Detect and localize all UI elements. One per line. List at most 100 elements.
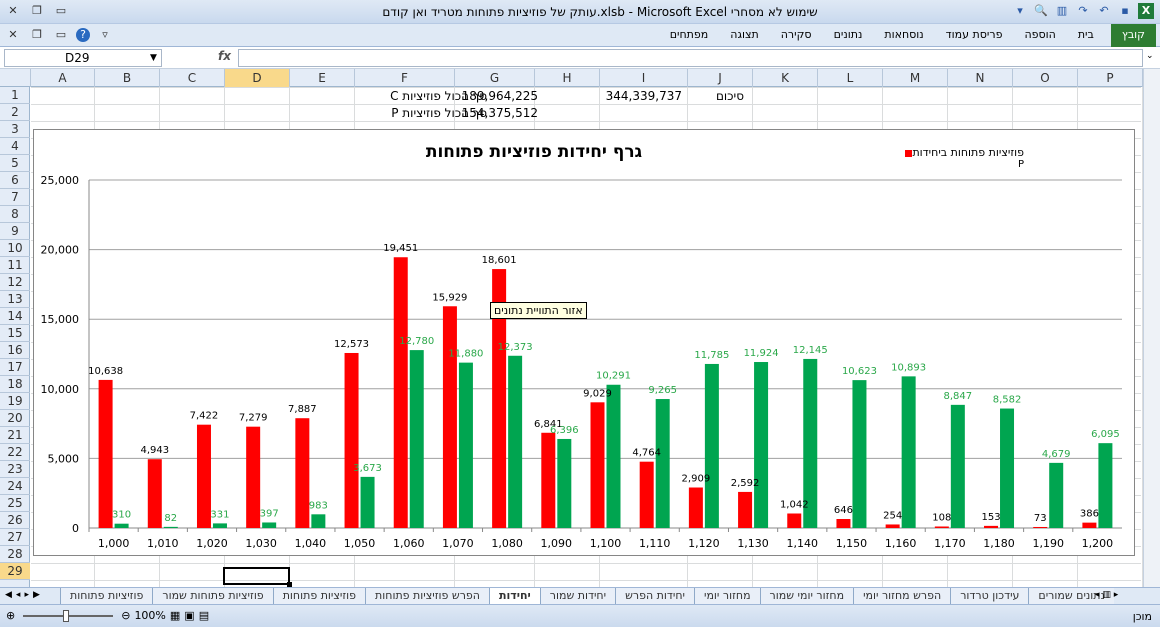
column-header-e[interactable]: E [290, 69, 355, 87]
column-header-g[interactable]: G [455, 69, 535, 87]
row-header-9[interactable]: 9 [0, 223, 30, 240]
chart-plot-area[interactable]: 0 5,000 10,000 15,000 20,000 25,000 10,638 310 1… [34, 130, 1134, 555]
row-header-16[interactable]: 16 [0, 342, 30, 359]
vertical-scrollbar[interactable] [1143, 69, 1160, 587]
ribbon-tab-2[interactable]: הוספה [1024, 28, 1056, 41]
insert-function-icon[interactable]: fx [218, 49, 231, 63]
name-box-dropdown-icon[interactable]: ▼ [150, 53, 157, 63]
row-header-1[interactable]: 1 [0, 87, 30, 104]
page-layout-view-icon[interactable]: ▣ [184, 609, 195, 622]
redo-icon[interactable]: ↷ [1078, 4, 1088, 17]
cell-f1[interactable]: סך הכול פוזיציות C [390, 89, 487, 103]
row-header-24[interactable]: 24 [0, 478, 30, 495]
ribbon-tab-4[interactable]: נוסחאות [884, 28, 924, 41]
minimize-workbook-icon[interactable]: ▭ [55, 28, 67, 41]
column-header-m[interactable]: M [883, 69, 948, 87]
horizontal-scroll-icon[interactable]: ◂ ▥ ▸ [1095, 590, 1119, 600]
column-header-c[interactable]: C [160, 69, 225, 87]
zoom-knob[interactable] [63, 609, 70, 622]
column-header-n[interactable]: N [948, 69, 1013, 87]
row-header-20[interactable]: 20 [0, 410, 30, 427]
close-workbook-icon[interactable]: ✕ [8, 28, 18, 41]
column-header-f[interactable]: F [355, 69, 455, 87]
close-window-icon[interactable]: ✕ [8, 4, 18, 17]
chart-legend[interactable]: פוזיציות פתוחות ביחידות [894, 146, 1024, 159]
help-icon[interactable]: ? [76, 28, 90, 42]
ribbon-tab-6[interactable]: סקירה [780, 28, 812, 41]
row-header-25[interactable]: 25 [0, 495, 30, 512]
bar-chart[interactable]: גרף יחידות פוזיציות פתוחות פוזיציות פתוח… [33, 129, 1135, 556]
zoom-slider[interactable] [23, 609, 114, 622]
row-header-18[interactable]: 18 [0, 376, 30, 393]
sheet-tab-8[interactable]: מחזור יומי שמור [759, 588, 854, 605]
sheet-tab-10[interactable]: עידכון טרדור [950, 588, 1029, 605]
selected-cell-d29[interactable] [223, 567, 292, 587]
ribbon-tab-3[interactable]: פריסת עמוד [945, 28, 1003, 41]
expand-formula-icon[interactable]: ⌄ [1146, 51, 1154, 61]
ribbon-tab-8[interactable]: מפתחים [669, 28, 709, 41]
row-header-27[interactable]: 27 [0, 529, 30, 546]
sheet-tab-6[interactable]: יחידות הפרש [615, 588, 694, 605]
row-header-23[interactable]: 23 [0, 461, 30, 478]
sheet-tab-9[interactable]: הפרש מחזור יומי [853, 588, 951, 605]
minimize-window-icon[interactable]: ▭ [55, 4, 67, 17]
column-header-j[interactable]: J [688, 69, 753, 87]
collapse-ribbon-icon[interactable]: ▿ [102, 28, 108, 41]
select-all-corner[interactable] [0, 69, 31, 87]
row-header-6[interactable]: 6 [0, 172, 30, 189]
row-header-15[interactable]: 15 [0, 325, 30, 342]
zoom-in-icon[interactable]: ⊕ [6, 609, 16, 622]
name-box[interactable]: D29 [4, 49, 162, 67]
column-header-d[interactable]: D [225, 69, 290, 87]
sheet-tab-3[interactable]: הפרש פוזיציות פתוחות [365, 588, 489, 605]
sheet-nav-icon[interactable]: ◀◂▸▶ [5, 590, 44, 600]
print-preview-icon[interactable]: 🔍 [1034, 4, 1048, 17]
row-header-26[interactable]: 26 [0, 512, 30, 529]
column-header-o[interactable]: O [1013, 69, 1078, 87]
row-header-10[interactable]: 10 [0, 240, 30, 257]
cell-f2[interactable]: סך הכול פוזיציות P [391, 106, 487, 120]
row-header-11[interactable]: 11 [0, 257, 30, 274]
column-header-k[interactable]: K [753, 69, 818, 87]
normal-view-icon[interactable]: ▤ [198, 609, 210, 622]
column-header-p[interactable]: P [1078, 69, 1143, 87]
row-header-28[interactable]: 28 [0, 546, 30, 563]
formula-input[interactable] [238, 49, 1143, 67]
column-header-b[interactable]: B [95, 69, 160, 87]
row-header-19[interactable]: 19 [0, 393, 30, 410]
restore-window-icon[interactable]: ❐ [32, 4, 42, 17]
row-header-29[interactable]: 29 [0, 563, 30, 580]
cell-i1[interactable]: 344,339,737 [605, 89, 682, 103]
row-header-12[interactable]: 12 [0, 274, 30, 291]
row-header-17[interactable]: 17 [0, 359, 30, 376]
cell-g1[interactable]: 189,964,225 [461, 89, 538, 103]
cell-g2[interactable]: 154,375,512 [461, 106, 538, 120]
column-header-l[interactable]: L [818, 69, 883, 87]
row-header-2[interactable]: 2 [0, 104, 30, 121]
row-header-4[interactable]: 4 [0, 138, 30, 155]
ribbon-tab-7[interactable]: תצוגה [730, 28, 759, 41]
chart-title[interactable]: גרף יחידות פוזיציות פתוחות [425, 142, 643, 162]
ribbon-tab-1[interactable]: בית [1077, 28, 1094, 41]
row-header-8[interactable]: 8 [0, 206, 30, 223]
restore-workbook-icon[interactable]: ❐ [32, 28, 42, 41]
excel-logo-icon[interactable]: X [1138, 3, 1154, 19]
sheet-tab-2[interactable]: פוזיציות פתוחות [272, 588, 366, 605]
save-icon[interactable]: ▪ [1121, 4, 1129, 17]
dropdown-icon[interactable]: ▾ [1017, 4, 1023, 17]
sheet-tab-7[interactable]: מחזור יומי [693, 588, 760, 605]
row-header-5[interactable]: 5 [0, 155, 30, 172]
sheet-tab-11[interactable]: נתונים שמורים [1028, 588, 1114, 605]
ribbon-tab-0[interactable]: קובץ [1110, 24, 1156, 47]
undo-icon[interactable]: ↶ [1099, 4, 1109, 17]
chart-icon[interactable]: ▥ [1056, 4, 1068, 17]
column-header-a[interactable]: A [31, 69, 95, 87]
page-break-view-icon[interactable]: ▦ [169, 609, 181, 622]
zoom-level[interactable]: 100% [134, 609, 166, 622]
sheet-tab-0[interactable]: פוזיציות פתוחות [60, 588, 153, 605]
row-header-13[interactable]: 13 [0, 291, 30, 308]
column-header-i[interactable]: I [600, 69, 688, 87]
ribbon-tab-5[interactable]: נתונים [833, 28, 863, 41]
row-header-7[interactable]: 7 [0, 189, 30, 206]
row-header-3[interactable]: 3 [0, 121, 30, 138]
